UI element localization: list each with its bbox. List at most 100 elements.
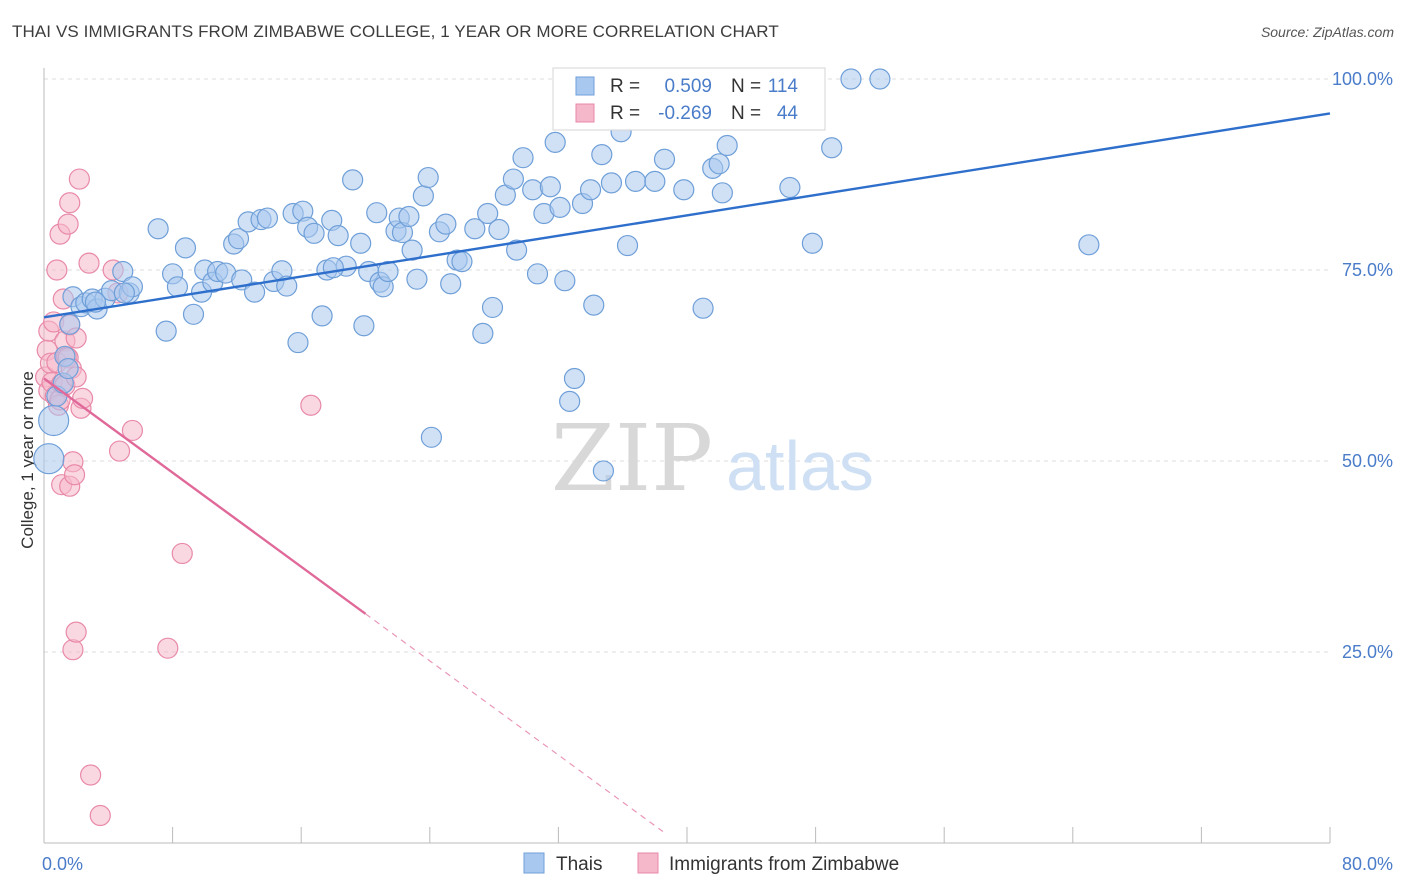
thai-point-90 bbox=[583, 294, 605, 316]
x-tick-label-max: 80.0% bbox=[1342, 854, 1393, 874]
thai-point-80 bbox=[526, 263, 549, 285]
legend-swatch-thais bbox=[523, 852, 545, 874]
y-tick-label-2: 50.0% bbox=[1342, 451, 1393, 471]
thai-point-87 bbox=[563, 367, 586, 390]
thai-point-66 bbox=[435, 213, 457, 235]
thai-point-98 bbox=[653, 148, 676, 170]
thai-point-1 bbox=[38, 404, 70, 437]
watermark: ZIP atlas bbox=[551, 405, 874, 512]
chart-title: THAI VS IMMIGRANTS FROM ZIMBABWE COLLEGE… bbox=[12, 22, 779, 41]
y-tick-label-1: 75.0% bbox=[1342, 260, 1393, 280]
thai-point-34 bbox=[256, 207, 279, 229]
tick-labels: 100.0% 75.0% 50.0% 25.0% 0.0% 80.0% bbox=[42, 69, 1393, 874]
thai-point-17 bbox=[147, 218, 169, 240]
thai-point-48 bbox=[342, 169, 364, 191]
stats-legend-swatch-0 bbox=[575, 76, 595, 96]
thai-point-5 bbox=[57, 357, 79, 380]
zimbabwe-point-38 bbox=[121, 419, 144, 442]
thai-point-32 bbox=[243, 281, 266, 303]
thai-point-55 bbox=[377, 260, 399, 283]
stats-legend-box bbox=[552, 67, 826, 131]
zimbabwe-point-34 bbox=[89, 804, 111, 827]
thai-point-63 bbox=[417, 166, 439, 189]
stats-legend-n-label-1: N = bbox=[731, 103, 761, 124]
zimbabwe-point-28 bbox=[65, 621, 87, 643]
zimbabwe-point-33 bbox=[80, 764, 102, 786]
watermark-atlas: atlas bbox=[726, 427, 874, 505]
zimbabwe-point-26 bbox=[63, 464, 86, 486]
zimbabwe-point-39 bbox=[157, 637, 179, 659]
thai-point-113 bbox=[322, 257, 344, 279]
thai-point-100 bbox=[692, 297, 714, 319]
thai-point-97 bbox=[644, 170, 666, 192]
thai-point-107 bbox=[821, 137, 843, 159]
thai-point-91 bbox=[591, 144, 613, 166]
thai-point-59 bbox=[398, 205, 420, 228]
zimbabwe-point-32 bbox=[78, 252, 100, 274]
source-credit: Source: ZipAtlas.com bbox=[1260, 24, 1394, 40]
thai-point-71 bbox=[472, 322, 494, 345]
thai-point-112 bbox=[113, 282, 135, 304]
thai-point-14 bbox=[112, 260, 134, 283]
stats-legend-n-value-1: 44 bbox=[777, 103, 799, 124]
thai-point-110 bbox=[1078, 234, 1100, 256]
thai-point-46 bbox=[327, 225, 349, 247]
zimbabwe-point-20 bbox=[59, 192, 81, 214]
zimbabwe-point-41 bbox=[300, 394, 322, 416]
thai-point-95 bbox=[616, 234, 639, 257]
stats-legend-r-value-0: 0.509 bbox=[664, 76, 712, 97]
thai-point-108 bbox=[840, 68, 862, 90]
thai-point-96 bbox=[624, 170, 647, 192]
thai-point-86 bbox=[559, 390, 581, 413]
thai-point-76 bbox=[502, 168, 524, 190]
thai-point-99 bbox=[673, 179, 695, 201]
thai-point-37 bbox=[276, 275, 298, 297]
y-tick-label-0: 100.0% bbox=[1332, 69, 1393, 89]
zimbabwe-trend-line bbox=[43, 377, 367, 615]
thai-point-49 bbox=[350, 232, 372, 254]
zimbabwe-point-29 bbox=[68, 168, 90, 190]
stats-legend-r-label-1: R = bbox=[610, 103, 640, 124]
thai-point-83 bbox=[544, 131, 566, 154]
thai-point-77 bbox=[506, 239, 528, 261]
x-tick-label-min: 0.0% bbox=[42, 854, 83, 874]
thai-point-42 bbox=[303, 222, 325, 244]
stats-legend-r-value-1: -0.269 bbox=[658, 103, 712, 124]
thai-point-50 bbox=[353, 315, 375, 337]
thai-point-85 bbox=[554, 270, 576, 292]
legend-swatch-zimbabwe bbox=[637, 852, 659, 874]
thai-point-72 bbox=[477, 202, 499, 225]
thai-point-93 bbox=[600, 172, 623, 194]
thai-point-22 bbox=[182, 303, 205, 325]
series-legend: Thais Immigrants from Zimbabwe bbox=[523, 852, 899, 875]
thai-point-69 bbox=[451, 250, 473, 273]
thai-point-82 bbox=[539, 176, 561, 198]
thai-point-70 bbox=[464, 218, 486, 240]
thai-point-109 bbox=[869, 68, 891, 90]
thai-point-0 bbox=[33, 443, 65, 475]
thai-point-20 bbox=[166, 276, 189, 298]
watermark-zip: ZIP bbox=[551, 405, 713, 512]
zimbabwe-point-18 bbox=[57, 213, 79, 235]
trend-lines bbox=[43, 112, 1331, 833]
stats-legend-r-label-0: R = bbox=[610, 76, 640, 97]
thai-point-78 bbox=[512, 147, 534, 169]
series-thai-points bbox=[33, 68, 1100, 482]
thai-point-89 bbox=[579, 179, 602, 201]
thai-point-84 bbox=[549, 196, 571, 218]
stats-legend: R = 0.509 N = 114 R = -0.269 N = 44 bbox=[552, 67, 826, 131]
thai-point-64 bbox=[420, 426, 443, 448]
stats-legend-n-value-0: 114 bbox=[768, 76, 799, 97]
thai-point-73 bbox=[481, 296, 504, 319]
zimbabwe-point-37 bbox=[108, 440, 131, 462]
thai-point-67 bbox=[440, 273, 462, 295]
gridlines bbox=[44, 78, 1330, 653]
thai-point-79 bbox=[522, 179, 544, 201]
thai-point-6 bbox=[59, 313, 81, 335]
thai-point-52 bbox=[366, 202, 388, 224]
thai-point-61 bbox=[406, 268, 428, 290]
y-tick-label-3: 25.0% bbox=[1342, 642, 1393, 662]
stats-legend-n-label-0: N = bbox=[731, 76, 761, 97]
thai-point-111 bbox=[84, 291, 107, 313]
